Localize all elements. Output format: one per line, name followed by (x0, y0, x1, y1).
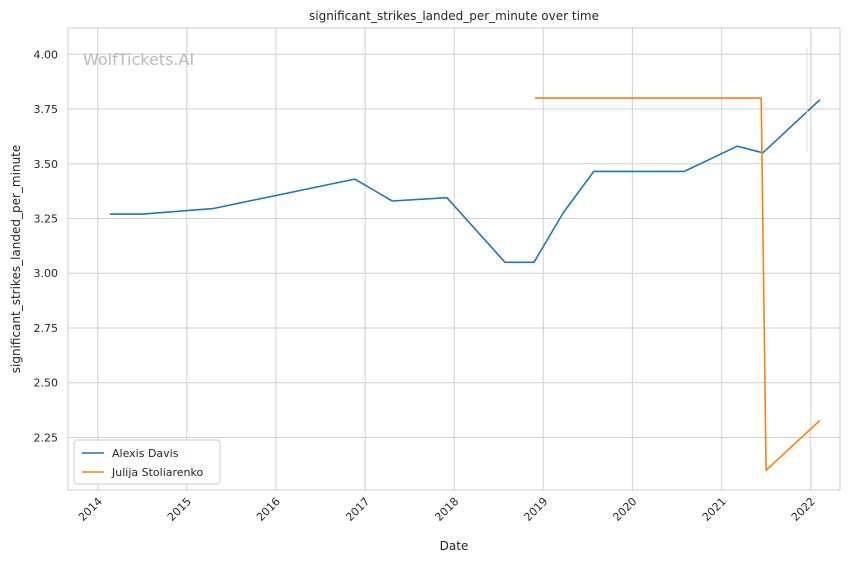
legend-box (73, 439, 221, 485)
grid-layer (68, 28, 840, 490)
y-tick-label-3.25: 3.25 (34, 212, 59, 225)
y-tick-label-2.50: 2.50 (34, 377, 59, 390)
y-tick-label-2.75: 2.75 (34, 322, 59, 335)
y-tick-label-3.00: 3.00 (34, 267, 59, 280)
y-tick-label-3.75: 3.75 (34, 103, 59, 116)
y-tick-label-3.50: 3.50 (34, 158, 59, 171)
x-axis-label: Date (440, 539, 469, 553)
legend-label-alexis-davis: Alexis Davis (112, 447, 179, 460)
series-line-alexis-davis (109, 99, 821, 264)
series-layer (109, 97, 821, 472)
chart-title: significant_strikes_landed_per_minute ov… (309, 9, 599, 23)
legend-label-julija-stoliarenko: Julija Stoliarenko (111, 466, 203, 479)
y-axis-label: significant_strikes_landed_per_minute (9, 145, 23, 374)
legend: Alexis Davis Julija Stoliarenko (73, 439, 221, 485)
plot-frame (67, 27, 841, 491)
series-line-julija-stoliarenko (534, 97, 821, 472)
watermark: WolfTickets.AI (83, 50, 194, 69)
y-axis-ticks: 2.25 2.50 2.75 3.00 3.25 3.50 3.75 4.00 (34, 48, 59, 444)
y-tick-label-2.25: 2.25 (34, 431, 59, 444)
y-tick-label-4.00: 4.00 (34, 48, 59, 61)
